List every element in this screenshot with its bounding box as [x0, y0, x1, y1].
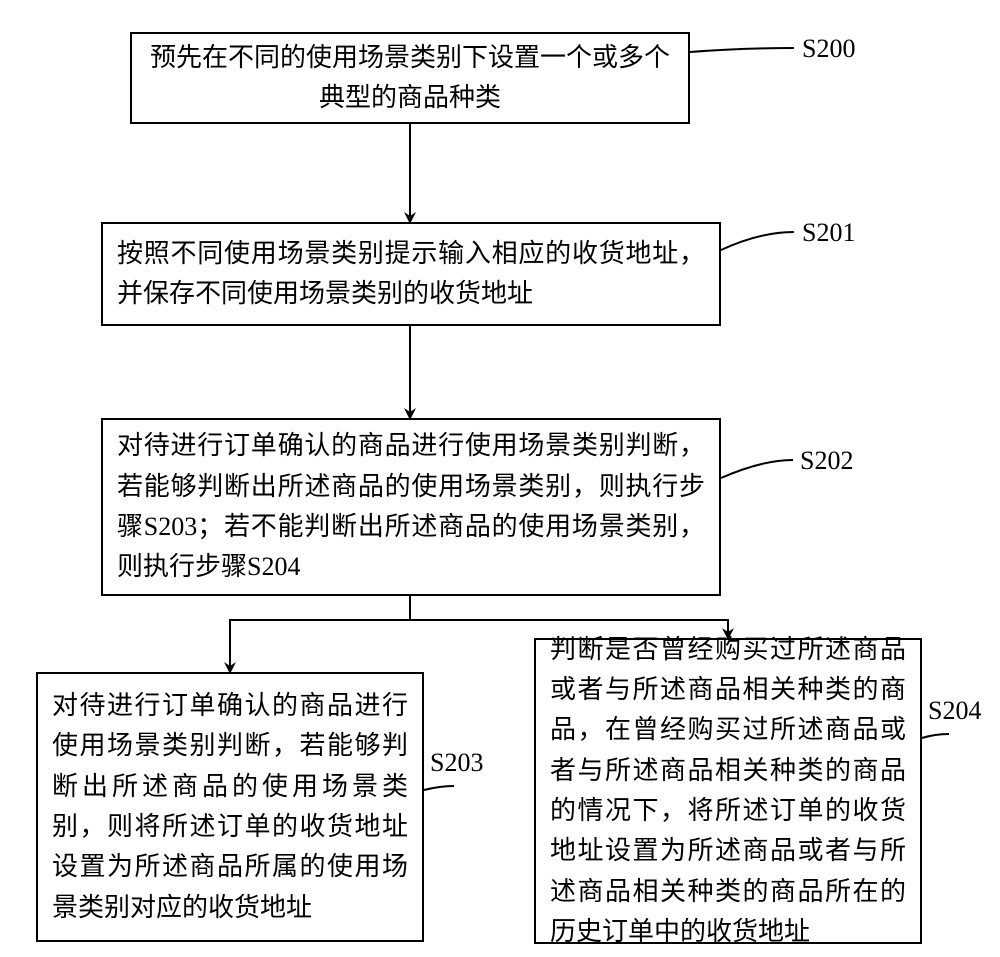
- node-s201-text: 按照不同使用场景类别提示输入相应的收货地址，并保存不同使用场景类别的收货地址: [117, 234, 705, 315]
- node-s202-text: 对待进行订单确认的商品进行使用场景类别判断，若能够判断出所述商品的使用场景类别，…: [117, 426, 705, 587]
- label-s204: S204: [928, 696, 981, 726]
- node-s200: 预先在不同的使用场景类别下设置一个或多个典型的商品种类: [130, 32, 690, 124]
- label-s202: S202: [800, 446, 853, 476]
- flowchart-canvas: 预先在不同的使用场景类别下设置一个或多个典型的商品种类 S200 按照不同使用场…: [0, 0, 1000, 957]
- node-s204-text: 判断是否曾经购买过所述商品或者与所述商品相关种类的商品，在曾经购买过所述商品或者…: [550, 630, 906, 952]
- label-s201: S201: [802, 218, 855, 248]
- node-s202: 对待进行订单确认的商品进行使用场景类别判断，若能够判断出所述商品的使用场景类别，…: [101, 418, 721, 596]
- node-s203: 对待进行订单确认的商品进行使用场景类别判断，若能够判断出所述商品的使用场景类别，…: [36, 672, 424, 942]
- node-s204: 判断是否曾经购买过所述商品或者与所述商品相关种类的商品，在曾经购买过所述商品或者…: [534, 638, 922, 944]
- node-s201: 按照不同使用场景类别提示输入相应的收货地址，并保存不同使用场景类别的收货地址: [101, 222, 721, 326]
- label-s200: S200: [802, 34, 855, 64]
- node-s203-text: 对待进行订单确认的商品进行使用场景类别判断，若能够判断出所述商品的使用场景类别，…: [52, 686, 408, 928]
- node-s200-text: 预先在不同的使用场景类别下设置一个或多个典型的商品种类: [146, 38, 674, 119]
- label-s203: S203: [430, 748, 483, 778]
